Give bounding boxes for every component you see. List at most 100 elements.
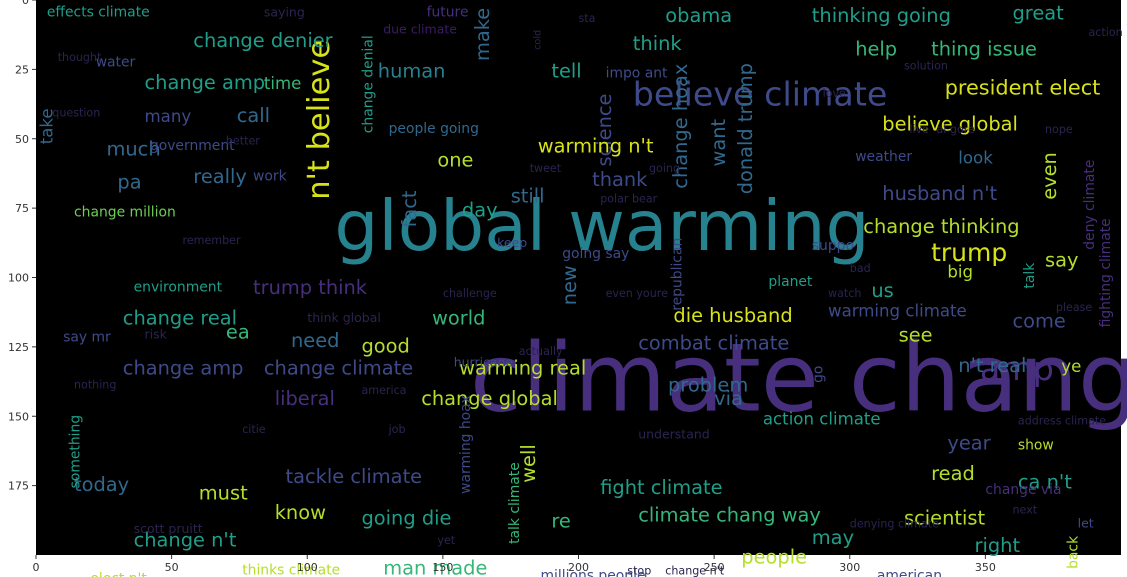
word-9: great	[1013, 1, 1065, 24]
y-tick-label-4: 100	[8, 272, 29, 285]
word-1: global warming	[334, 187, 869, 267]
word-91: change via	[985, 482, 1061, 498]
word-layer: climate change global warming believe clim…	[37, 1, 1127, 577]
word-36: donald trump	[734, 63, 757, 194]
word-127: change n't	[665, 564, 724, 577]
word-98: people	[741, 545, 807, 568]
word-96: re	[551, 509, 570, 532]
word-140: cold	[533, 30, 544, 50]
word-128: yet	[437, 534, 455, 547]
word-107: effects climate	[47, 5, 150, 21]
word-5: trump	[931, 238, 1007, 267]
word-144: watch	[828, 287, 861, 300]
x-tick-label-6: 300	[839, 561, 860, 574]
word-76: problem	[668, 373, 748, 396]
word-134: live	[909, 123, 929, 136]
word-42: fact	[398, 190, 421, 227]
word-60: environment	[134, 279, 223, 295]
word-74: change climate	[264, 357, 413, 380]
word-97: change n't	[134, 529, 237, 552]
word-57: republican	[670, 238, 686, 311]
word-78: via	[714, 387, 743, 410]
word-52: talk	[1022, 263, 1038, 289]
word-94: climate chang way	[638, 504, 821, 527]
word-45: look	[958, 149, 993, 168]
word-119: something	[67, 415, 83, 489]
word-68: good	[362, 334, 410, 357]
x-tick-label-3: 150	[432, 561, 453, 574]
word-43: believe global	[882, 112, 1018, 135]
word-6: president elect	[945, 75, 1101, 99]
word-129: let	[1078, 515, 1094, 530]
word-114: polar bear	[600, 193, 657, 206]
y-tick-label-7: 175	[8, 480, 29, 493]
word-31: change denial	[360, 35, 376, 133]
word-28: thing issue	[931, 38, 1037, 61]
word-55: suppo	[812, 238, 854, 254]
word-4: amp	[980, 349, 1054, 388]
word-24: tell	[551, 60, 581, 83]
word-79: liberal	[275, 387, 335, 410]
word-147: citie	[242, 423, 266, 436]
word-19: change million	[74, 204, 176, 220]
word-121: warming hoax	[458, 395, 474, 494]
word-110: thought	[58, 51, 102, 64]
word-11: time	[264, 74, 302, 93]
word-105: american	[877, 568, 942, 577]
word-133: al gore	[937, 123, 976, 136]
word-58: new	[558, 265, 581, 305]
word-22: human	[378, 60, 446, 83]
word-81: action climate	[763, 410, 881, 429]
word-38: one	[437, 149, 473, 172]
word-29: future	[427, 5, 469, 21]
x-axis: 0 50 100 150 200 250 300 350	[33, 555, 996, 574]
word-109: water	[96, 55, 136, 71]
word-108: saying	[264, 5, 305, 20]
word-59: trump think	[253, 276, 368, 299]
word-126: stop	[627, 564, 651, 577]
word-37: warming n't	[538, 135, 654, 158]
word-143: address climate	[1018, 415, 1106, 428]
word-116: actually	[519, 345, 563, 358]
x-tick-label-7: 350	[975, 561, 996, 574]
word-112: keep	[497, 235, 527, 250]
word-137: solution	[904, 59, 948, 72]
word-89: fight climate	[600, 476, 722, 499]
word-70: see	[899, 323, 933, 346]
word-25: impo ant	[606, 66, 668, 82]
word-148: denying climate	[850, 517, 939, 530]
word-146: job	[388, 423, 406, 436]
x-tick-label-5: 250	[704, 561, 725, 574]
word-101: back	[1066, 536, 1082, 569]
word-61: change real	[123, 307, 237, 330]
word-56: planet	[768, 274, 813, 290]
word-72: ye	[1061, 357, 1081, 376]
word-99: may	[812, 526, 854, 549]
word-93: going die	[362, 507, 452, 530]
word-47: change thinking	[863, 215, 1019, 238]
word-40: still	[511, 185, 545, 208]
word-35: want	[707, 118, 730, 166]
word-12: change amp	[145, 71, 266, 94]
word-95: scientist	[904, 507, 985, 530]
word-48: even	[1038, 152, 1061, 200]
word-106: elect n't	[90, 571, 147, 577]
y-axis: 0 25 50 75 100 125 150 175	[8, 0, 36, 493]
word-33: science	[593, 94, 616, 167]
y-tick-label-3: 75	[15, 202, 29, 215]
plot-background	[36, 0, 1121, 555]
y-tick-label-1: 25	[15, 63, 29, 76]
word-0: climate change	[470, 324, 1127, 434]
word-85: tackle climate	[286, 465, 423, 488]
word-16: many	[145, 107, 192, 126]
word-92: know	[275, 501, 326, 524]
word-27: help	[855, 38, 897, 61]
word-152: even youre	[606, 287, 668, 300]
word-150: tweet	[530, 162, 562, 175]
word-32: people going	[389, 121, 479, 137]
word-87: must	[199, 482, 248, 505]
y-tick-label-2: 50	[15, 133, 29, 146]
word-26: think	[633, 32, 683, 55]
word-122: talk climate	[507, 462, 523, 544]
